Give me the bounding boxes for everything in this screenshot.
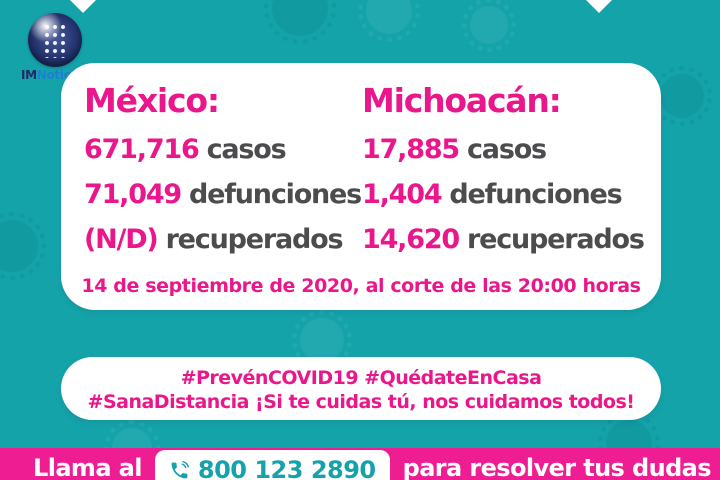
mexico-recovered-value: (N/D) [84, 224, 159, 255]
mexico-deaths-label: defunciones [189, 179, 362, 210]
phone-pill: 800 123 2890 [154, 450, 390, 480]
footer-post-text: para resolver tus dudas [402, 454, 712, 480]
mexico-cases-label: casos [206, 134, 287, 165]
globe-icon [28, 13, 82, 67]
virus-motif [652, 66, 712, 126]
mexico-deaths-row: 71,049 defunciones [84, 172, 362, 217]
mexico-cases-row: 671,716 casos [84, 127, 362, 172]
chevron-down-icon [586, 0, 612, 13]
virus-motif [292, 310, 352, 370]
michoacan-column: Michoacán: 17,885 casos 1,404 defunciones … [362, 81, 653, 262]
mexico-cases-value: 671,716 [84, 134, 200, 165]
michoacan-recovered-row: 14,620 recuperados [362, 217, 653, 262]
michoacan-deaths-value: 1,404 [362, 179, 443, 210]
hashtag-banner: #PrevénCOVID19 #QuédateEnCasa #SanaDista… [61, 357, 661, 420]
hashtag-line-2: #SanaDistancia ¡Si te cuidas tú, nos cui… [87, 391, 635, 413]
phone-icon [171, 460, 189, 478]
virus-motif [462, 0, 516, 52]
mexico-recovered-label: recuperados [165, 224, 344, 255]
hashtag-line-1: #PrevénCOVID19 #QuédateEnCasa [180, 367, 542, 389]
stats-columns: México: 671,716 casos 71,049 defunciones (… [84, 81, 653, 262]
michoacan-cases-row: 17,885 casos [362, 127, 653, 172]
michoacan-recovered-label: recuperados [467, 224, 645, 255]
michoacan-deaths-row: 1,404 defunciones [362, 172, 653, 217]
logo-text-im: IM [20, 68, 37, 82]
virus-motif [358, 0, 420, 42]
mexico-deaths-value: 71,049 [84, 179, 182, 210]
phone-number: 800 123 2890 [197, 456, 376, 480]
michoacan-recovered-value: 14,620 [362, 224, 460, 255]
mexico-heading: México: [84, 81, 220, 120]
imnoticias-logo: IMNoticias [20, 13, 90, 82]
michoacan-cases-label: casos [467, 134, 547, 165]
logo-dot-matrix [42, 22, 68, 58]
michoacan-deaths-label: defunciones [449, 179, 622, 210]
footer-pre-text: Llama al [33, 454, 143, 480]
virus-motif [0, 212, 46, 280]
mexico-recovered-row: (N/D) recuperados [84, 217, 362, 262]
mexico-column: México: 671,716 casos 71,049 defunciones (… [84, 81, 362, 262]
footer-bar: Llama al 800 123 2890 para resolver tus … [0, 448, 720, 480]
data-cutoff-line: 14 de septiembre de 2020, al corte de la… [81, 275, 641, 297]
stats-card: México: 671,716 casos 71,049 defunciones (… [61, 63, 661, 310]
michoacan-heading: Michoacán: [362, 81, 562, 120]
chevron-down-icon [70, 0, 96, 13]
virus-motif [264, 0, 336, 44]
michoacan-cases-value: 17,885 [362, 134, 460, 165]
